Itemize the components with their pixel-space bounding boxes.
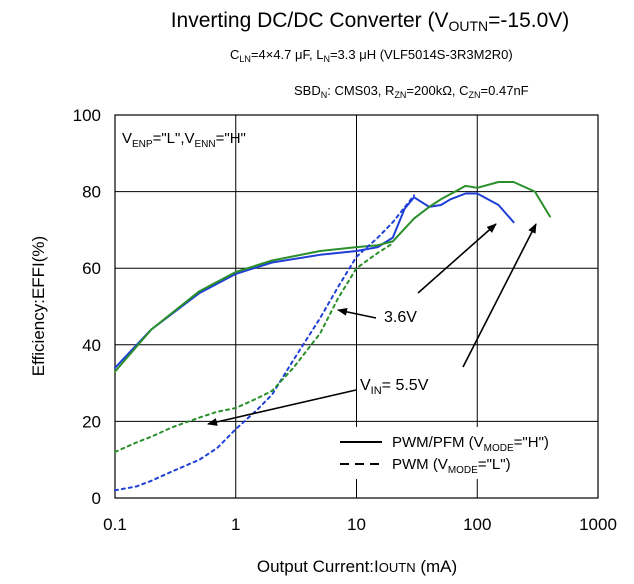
arrow-3-6v-left bbox=[337, 307, 377, 319]
plot-area bbox=[114, 114, 599, 499]
chart-subtitle-1: CLN=4×4.7 μF, LN=3.3 μH (VLF5014S-3R3M2R… bbox=[230, 47, 513, 64]
annotation-vin-5-5v: VIN= 5.5V bbox=[360, 377, 429, 397]
x-tick-label: 100 bbox=[463, 515, 491, 534]
x-axis-label: Output Current:IOUTN (mA) bbox=[257, 557, 457, 576]
x-tick-label: 10 bbox=[347, 515, 366, 534]
chart-title: Inverting DC/DC Converter (VOUTN=-15.0V) bbox=[171, 9, 570, 34]
annotation-3-6v: 3.6V bbox=[384, 309, 417, 326]
chart-subtitle-2: SBDN: CMS03, RZN=200kΩ, CZN=0.47nF bbox=[294, 83, 529, 100]
condition-label: VENP="L",VENN="H" bbox=[122, 130, 246, 150]
arrow-5-5v-left bbox=[207, 389, 357, 426]
y-tick-label: 40 bbox=[82, 336, 101, 355]
arrow-3-6v-right bbox=[417, 223, 497, 294]
tick-labels: 0.1 1 10 100 1000 0 20 40 60 80 100 bbox=[73, 106, 617, 534]
x-tick-label: 1000 bbox=[579, 515, 617, 534]
x-tick-label: 0.1 bbox=[103, 515, 127, 534]
legend: PWM/PFM (VMODE="H") PWM (VMODE="L") bbox=[335, 427, 595, 479]
y-axis-label: Efficiency:EFFI(%) bbox=[29, 236, 48, 376]
annotation-arrows bbox=[207, 223, 537, 426]
legend-label-pwm: PWM (VMODE="L") bbox=[392, 456, 511, 476]
y-tick-label: 20 bbox=[82, 412, 101, 431]
y-tick-label: 60 bbox=[82, 259, 101, 278]
series-line-pwm-3-6v bbox=[114, 194, 416, 492]
series-layer bbox=[114, 181, 551, 492]
x-tick-label: 1 bbox=[231, 515, 240, 534]
y-tick-label: 0 bbox=[92, 489, 101, 508]
series-line-pwm-pfm-3-6v bbox=[114, 192, 515, 369]
series-line-pwm-pfm-5-5v bbox=[114, 181, 551, 373]
series-line-pwm-5-5v bbox=[114, 242, 394, 453]
y-tick-label: 100 bbox=[73, 106, 101, 125]
y-tick-label: 80 bbox=[82, 183, 101, 202]
arrow-5-5v-right bbox=[462, 223, 537, 368]
legend-label-pwm-pfm: PWM/PFM (VMODE="H") bbox=[392, 434, 549, 454]
